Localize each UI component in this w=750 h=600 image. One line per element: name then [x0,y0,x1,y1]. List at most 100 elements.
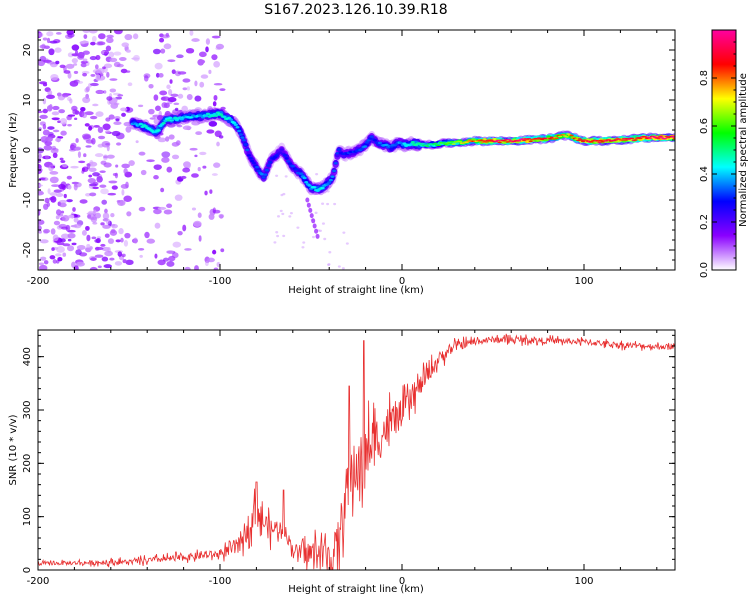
spectrogram-ridge-cell [259,172,265,176]
spectrogram-ridge-cell [561,133,566,136]
spectrogram-ridge-cell [245,148,250,152]
spectrogram-ridge-cell [577,138,582,140]
snr-x-axis-label: Height of straight line (km) [288,584,424,595]
spectrogram-noise-cell [166,261,175,267]
spectrogram-noise-cell [52,105,60,111]
spectrogram-noise-cell [288,215,292,218]
spectrogram-noise-cell [214,130,222,138]
spectrogram-ridge-cell [312,223,317,229]
spectrogram-noise-cell [81,166,89,172]
spectrogram-noise-cell [276,234,280,238]
spectrogram-noise-cell [105,142,110,146]
spectrogram-ridge-cell [420,142,425,145]
spectrogram-noise-cell [111,185,118,190]
spectrogram-noise-cell [59,118,68,125]
spectrogram-noise-cell [169,79,173,84]
spectrogram-noise-cell [189,147,198,151]
spectrogram-ridge-cell [507,138,512,141]
spectrogram-noise-cell [38,158,42,164]
spectrogram-noise-cell [49,171,59,175]
spectrogram-noise-cell [103,63,113,69]
spectrogram-ridge-cell [222,115,227,119]
spectrogram-noise-cell [107,192,117,196]
spectrogram-noise-cell [218,135,224,139]
spectrogram-noise-cell [157,206,167,210]
spectrogram-noise-cell [67,72,72,79]
spectrogram-noise-cell [194,95,202,102]
spectrogram-noise-cell [195,131,203,136]
spectrogram-noise-cell [220,248,225,253]
colorbar-tick-label: 0.4 [699,166,710,182]
spectrogram-noise-cell [184,266,191,270]
spectrogram-ridge-cell [219,113,224,116]
spectrogram-ridge-cell [332,169,337,173]
spectrogram-noise-cell [86,234,91,242]
spectrogram-noise-cell [76,245,86,251]
spectrogram-noise-cell [71,53,80,57]
spectrogram-noise-cell [101,256,109,262]
spectrogram-noise-cell [191,173,199,178]
spectrogram-noise-cell [160,48,166,54]
spectrogram-noise-cell [70,165,79,169]
spectrogram-ridge-cell [228,118,234,121]
spectrogram-ridge-cell [264,168,270,172]
spectrogram-noise-cell [138,206,146,212]
spectrogram-noise-cell [58,213,64,217]
spectrogram-ridge-cell [305,197,310,203]
spectrogram-ridge-cell [369,135,374,138]
spectrogram-noise-cell [40,256,47,261]
spectrogram-ridge-cell [327,181,332,184]
spectrogram-noise-cell [46,37,51,44]
spectrogram-ridge-cell [495,139,501,142]
spectrogram-noise-cell [159,37,165,43]
spectrogram-noise-cell [71,44,80,51]
spectrogram-ridge-cell [558,135,563,138]
spectrogram-noise-cell [103,162,112,168]
spectrogram-noise-cell [148,84,154,89]
spectrogram-noise-cell [302,241,306,244]
spectrogram-noise-cell [133,54,140,62]
spectrogram-noise-cell [105,130,111,135]
spectrogram-ridge-cell [238,133,243,136]
spectrogram-noise-cell [94,153,104,158]
spectrogram-noise-cell [55,192,64,197]
spectrogram-ridge-cell [240,136,245,139]
spectrogram-noise-cell [80,106,86,112]
spectrogram-ridge-cell [237,129,242,133]
spectrogram-noise-cell [155,72,160,78]
spectrogram-noise-cell [177,71,187,75]
spectrogram-noise-cell [97,143,104,148]
spectrogram-noise-cell [95,64,99,70]
spectrogram-noise-cell [90,41,96,46]
spectrogram-noise-cell [111,130,121,137]
spectrogram-y-tick-label: 10 [22,94,33,107]
colorbar-frame [711,29,737,271]
spectrogram-noise-cell [81,111,88,119]
spectrogram-noise-cell [53,129,60,133]
spectrogram-noise-cell [144,231,150,239]
spectrogram-noise-cell [66,245,75,252]
spectrogram-noise-cell [194,80,198,87]
spectrogram-noise-cell [85,145,92,148]
spectrogram-noise-cell [205,46,209,53]
spectrogram-ridge-cell [311,218,316,224]
spectrogram-noise-cell [209,189,213,194]
spectrogram-ridge-cell [648,137,653,139]
spectrogram-ridge-cell [526,137,532,140]
spectrogram-noise-cell [46,94,55,100]
spectrogram-ridge-cell [597,141,602,143]
spectrogram-ridge-cell [279,148,284,151]
spectrogram-ridge-cell [418,144,424,146]
spectrogram-noise-cell [42,108,48,114]
spectrogram-y-tick-label: 0 [22,147,33,153]
spectrogram-noise-cell [146,159,155,163]
spectrogram-noise-cell [139,254,143,258]
spectrogram-ridge-cell [333,161,338,165]
spectrogram-noise-cell [118,228,124,235]
spectrogram-y-tick-label: 20 [22,44,33,57]
spectrogram-noise-cell [200,74,209,79]
spectrogram-noise-cell [154,62,163,70]
spectrogram-ridge-cell [168,116,173,120]
